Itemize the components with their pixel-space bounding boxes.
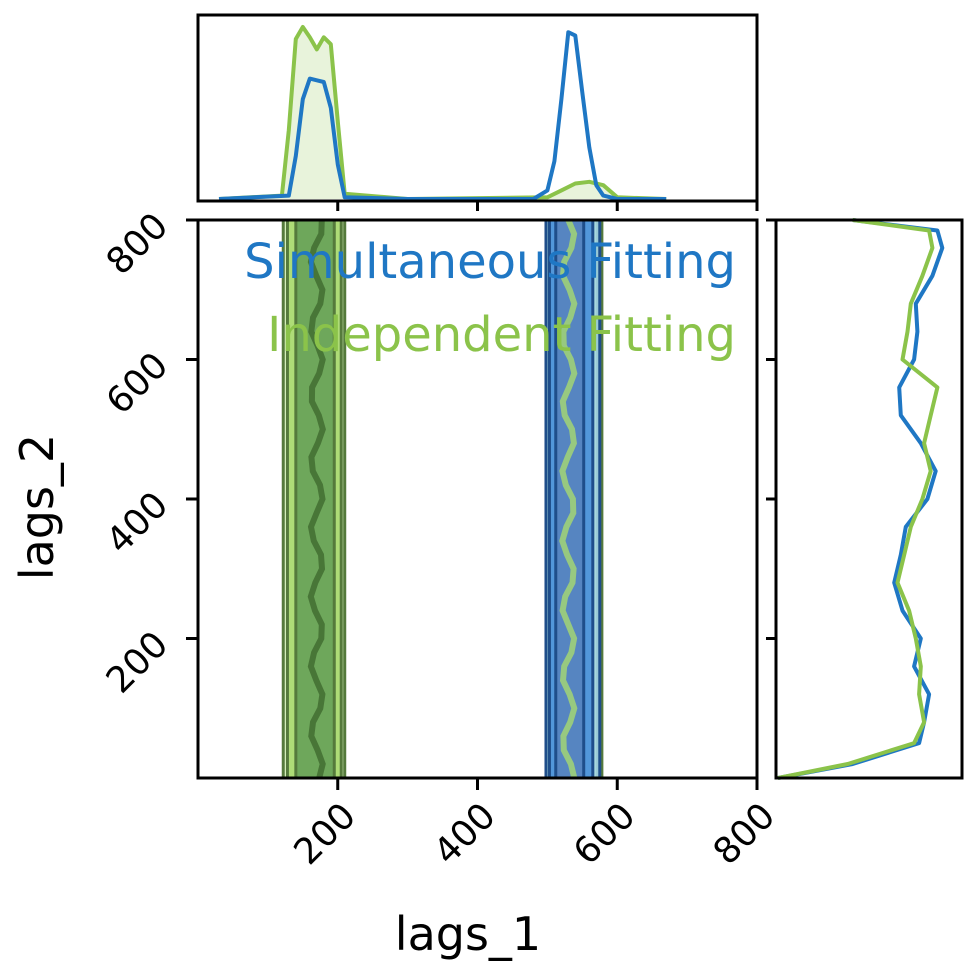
legend: Simultaneous Fitting Independent Fitting: [244, 234, 736, 363]
joint-contours: [281, 220, 604, 778]
legend-simultaneous: Simultaneous Fitting: [244, 234, 736, 290]
right-marginal-panel: [774, 218, 964, 780]
y-tick-label-2: 600: [99, 345, 177, 423]
joint-frame: [196, 218, 759, 780]
right-density-s0: [777, 218, 945, 780]
x-tick-label-3: 800: [706, 795, 784, 873]
top-density-s0: [218, 30, 667, 201]
top-fill-s1: [219, 27, 667, 199]
x-tick-label-2: 600: [566, 795, 644, 873]
x-tick-label-0: 200: [287, 795, 365, 873]
y-tick-label-3: 800: [99, 205, 177, 283]
right-density-s1: [777, 218, 940, 780]
top-density-s1: [218, 25, 667, 201]
right-marginal-frame: [774, 218, 964, 780]
legend-independent: Independent Fitting: [267, 307, 736, 363]
joint-panel: Simultaneous Fitting Independent Fitting…: [99, 201, 784, 873]
x-axis-title: lags_1: [395, 907, 541, 961]
contour-inner-s1-b0: [307, 220, 326, 778]
y-axis-title: lags_2: [10, 434, 64, 580]
top-marginal-frame: [196, 13, 759, 203]
y-tick-label-1: 400: [99, 484, 177, 562]
joint-ticks: 200 400 600 800 200 400 600 800: [99, 201, 784, 873]
contour-band-s1-b0-l2: [294, 220, 336, 778]
top-marginal-panel: [196, 13, 759, 203]
top-marginal-curves: [218, 25, 667, 201]
contour-inner-s0-b0: [559, 220, 578, 778]
y-tick-label-0: 200: [99, 624, 177, 702]
x-tick-label-1: 400: [426, 795, 504, 873]
right-marginal-curves: [777, 218, 945, 780]
